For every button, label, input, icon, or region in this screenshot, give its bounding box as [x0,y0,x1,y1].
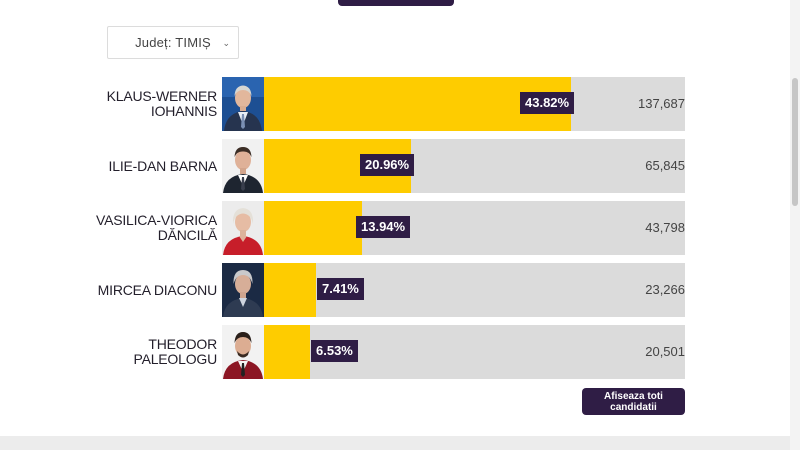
county-select[interactable]: Județ: TIMIȘ ⌄ [107,26,239,59]
county-select-label: Județ: TIMIȘ [135,35,211,50]
candidate-row: VASILICA-VIORICA DĂNCILĂ 13.94% 43,798 [0,201,800,255]
result-bar: 43.82% 137,687 [264,77,685,131]
candidate-photo [222,201,264,255]
percent-label: 6.53% [311,340,358,362]
percent-label: 13.94% [356,216,411,238]
candidate-row: THEODOR PALEOLOGU 6.53% 20,501 [0,325,800,379]
candidate-row: MIRCEA DIACONU 7.41% 23,266 [0,263,800,317]
top-button[interactable] [338,0,454,6]
result-bar-fill [264,263,316,317]
vote-count: 65,845 [645,158,685,173]
candidate-photo [222,139,264,193]
candidate-photo [222,263,264,317]
vote-count: 43,798 [645,220,685,235]
candidate-name: ILIE-DAN BARNA [108,157,218,174]
result-bar: 20.96% 65,845 [264,139,685,193]
percent-label: 20.96% [360,154,415,176]
result-bar-fill [264,77,571,131]
result-bar: 13.94% 43,798 [264,201,685,255]
percent-label: 7.41% [317,278,364,300]
candidate-name: MIRCEA DIACONU [97,281,218,298]
candidate-photo [222,77,264,131]
candidate-row: ILIE-DAN BARNA 20.96% 65,845 [0,139,800,193]
chevron-down-icon: ⌄ [222,38,230,48]
result-bar: 7.41% 23,266 [264,263,685,317]
vote-count: 137,687 [638,96,685,111]
scrollbar[interactable] [790,0,800,450]
show-all-candidates-button[interactable]: Afiseaza toti candidatii [582,388,685,415]
result-bar-fill [264,325,310,379]
footer-section [0,436,790,450]
percent-label: 43.82% [520,92,575,114]
candidate-row: KLAUS-WERNER IOHANNIS 43.82% 137,687 [0,77,800,131]
scrollbar-thumb[interactable] [792,78,798,206]
vote-count: 20,501 [645,344,685,359]
candidate-name: KLAUS-WERNER IOHANNIS [106,88,218,119]
candidate-name: THEODOR PALEOLOGU [133,336,217,367]
vote-count: 23,266 [645,282,685,297]
result-bar-fill [264,201,362,255]
candidate-name: VASILICA-VIORICA DĂNCILĂ [95,212,217,243]
result-bar: 6.53% 20,501 [264,325,685,379]
candidate-photo [222,325,264,379]
